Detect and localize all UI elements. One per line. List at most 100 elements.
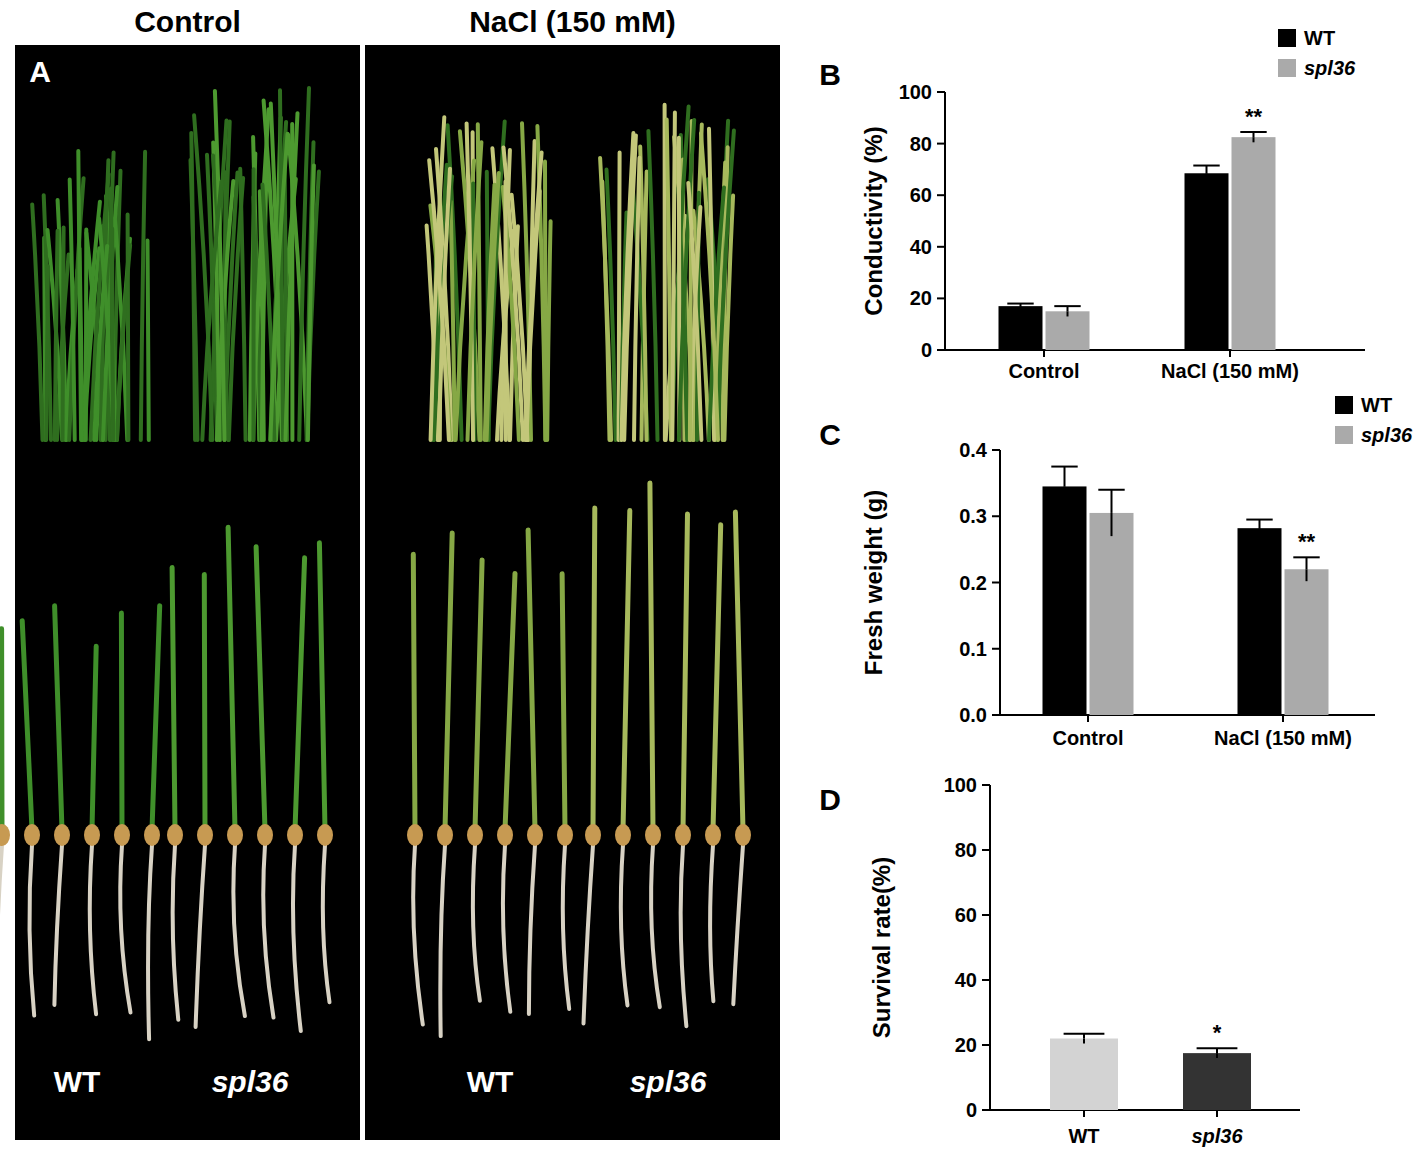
marks xyxy=(1043,467,1329,715)
root xyxy=(440,845,445,1036)
y-tick-label: 0.0 xyxy=(959,704,987,726)
legend: WTspl36 xyxy=(1335,394,1413,446)
background xyxy=(0,0,1418,1151)
shoot xyxy=(735,512,743,830)
root xyxy=(621,845,628,1005)
leaf xyxy=(290,124,294,440)
leaf xyxy=(63,228,64,440)
leaf xyxy=(252,169,256,440)
seed xyxy=(527,824,543,846)
y-tick-label: 0 xyxy=(921,339,932,361)
error-stem-lower xyxy=(1259,528,1261,537)
condition-title: Control xyxy=(134,5,241,38)
y-tick xyxy=(982,914,990,916)
x-tick-label: NaCl (150 mM) xyxy=(1214,727,1352,749)
error-bar xyxy=(1197,1048,1238,1058)
leaf xyxy=(307,142,314,440)
y-axis xyxy=(989,785,991,1110)
seed xyxy=(585,824,601,846)
seed xyxy=(407,824,423,846)
seed xyxy=(84,824,100,846)
y-tick-label: 0.4 xyxy=(959,439,988,461)
leaf xyxy=(600,158,611,440)
x-tick-label: WT xyxy=(1068,1125,1099,1147)
bar xyxy=(1183,1053,1251,1110)
leaf xyxy=(717,131,734,440)
leaf xyxy=(111,189,113,441)
leaf xyxy=(504,181,508,440)
error-stem-lower xyxy=(1020,306,1022,309)
leaf xyxy=(191,160,198,440)
y-tick xyxy=(982,1044,990,1046)
y-tick xyxy=(982,1109,990,1111)
y-tick-label: 0.2 xyxy=(959,572,987,594)
root xyxy=(263,845,273,1018)
error-stem xyxy=(1259,520,1261,529)
leaf xyxy=(648,131,657,440)
shoot xyxy=(623,511,630,831)
y-tick-label: 0 xyxy=(966,1099,977,1121)
x-tick-label: Control xyxy=(1052,727,1123,749)
error-stem-lower xyxy=(1111,513,1113,536)
error-cap xyxy=(1293,556,1319,558)
leaf xyxy=(215,91,225,440)
y-tick-label: 100 xyxy=(944,774,977,796)
legend-label: WT xyxy=(1304,27,1335,49)
leaf xyxy=(117,245,130,440)
legend-label: spl36 xyxy=(1304,57,1356,79)
seed xyxy=(437,824,453,846)
photo-background xyxy=(365,45,780,1140)
photo-background xyxy=(15,45,360,1140)
bar xyxy=(999,306,1043,350)
y-tick xyxy=(982,979,990,981)
genotype-label: WT xyxy=(467,1065,514,1098)
y-tick-label: 100 xyxy=(899,81,932,103)
shoot xyxy=(505,573,515,830)
leaf xyxy=(688,183,701,440)
shoot xyxy=(562,574,565,830)
legend: WT spl36 xyxy=(1278,27,1356,79)
axis-title: Fresh weight (g) xyxy=(860,490,887,675)
shoot xyxy=(202,574,208,830)
leaf xyxy=(78,151,81,440)
leaf xyxy=(32,204,42,440)
y-tick-label: 40 xyxy=(955,969,977,991)
significance: * xyxy=(1213,1020,1222,1045)
leaf xyxy=(672,112,675,440)
shoot xyxy=(152,606,160,830)
y-tick-label: 80 xyxy=(910,133,932,155)
leaf xyxy=(451,201,455,440)
seed xyxy=(557,824,573,846)
error-stem xyxy=(1064,467,1066,487)
leaf xyxy=(308,165,314,440)
leaf xyxy=(640,147,646,440)
seed xyxy=(197,824,213,846)
shoot xyxy=(295,558,305,830)
legend-swatch xyxy=(1335,426,1353,444)
error-bar xyxy=(1064,1034,1105,1044)
error-stem-lower xyxy=(1216,1053,1218,1058)
error-stem-lower xyxy=(1083,1039,1085,1044)
legend-label: WT xyxy=(1361,394,1392,416)
error-cap xyxy=(1197,1047,1238,1049)
error-bar xyxy=(1007,304,1033,309)
x-tick xyxy=(1087,715,1089,722)
genotype-label: spl36 xyxy=(212,1065,289,1098)
seed xyxy=(257,824,273,846)
panel-letter: C xyxy=(819,418,841,451)
axis-title: Survival rate(%) xyxy=(868,857,895,1038)
error-cap xyxy=(1193,165,1219,167)
shoot xyxy=(413,554,415,830)
legend-swatch xyxy=(1278,29,1296,47)
shoot xyxy=(528,530,535,830)
root xyxy=(323,845,330,1002)
x-tick-label: NaCl (150 mM) xyxy=(1161,360,1299,382)
seed xyxy=(227,824,243,846)
leaf xyxy=(701,133,718,440)
root xyxy=(681,845,687,1026)
leaf xyxy=(431,117,445,440)
annotations: ** xyxy=(1298,529,1316,554)
figure: ControlWTspl36NaCl (150 mM)WTspl36ABCond… xyxy=(0,0,1418,1151)
error-bar xyxy=(1246,520,1272,537)
leaf xyxy=(547,221,550,440)
